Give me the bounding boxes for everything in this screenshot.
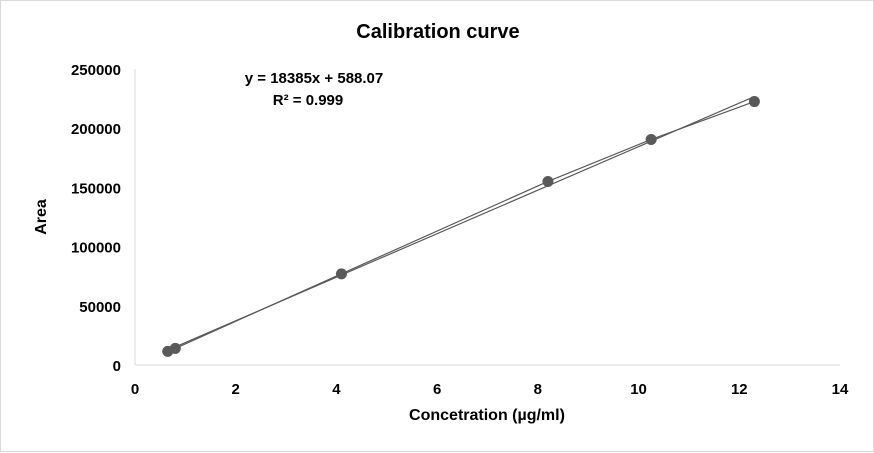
chart-title: Calibration curve (356, 21, 519, 43)
y-tick-label: 100000 (71, 240, 121, 257)
y-tick-label: 50000 (79, 299, 121, 316)
y-tick-label: 0 (113, 358, 121, 375)
x-tick-label: 6 (433, 381, 441, 398)
x-tick-label: 10 (630, 381, 647, 398)
data-point (169, 342, 181, 354)
y-tick-label: 250000 (71, 62, 121, 79)
trendline (167, 96, 755, 351)
axes (134, 69, 840, 366)
x-tick-label: 8 (534, 381, 542, 398)
tick-labels: 0 2 4 6 8 10 12 14 0 50000 100000 150000 200000 25000… (71, 62, 849, 398)
equation-label: y = 18385x + 588.07 (245, 70, 383, 87)
data-points (162, 96, 760, 357)
data-point (748, 96, 760, 108)
data-point (335, 268, 347, 280)
data-point (645, 133, 657, 145)
x-tick-label: 0 (131, 381, 139, 398)
series-lines (167, 96, 755, 352)
y-tick-label: 200000 (71, 121, 121, 138)
x-tick-label: 4 (332, 381, 341, 398)
y-tick-label: 150000 (71, 180, 121, 197)
x-axis-label: Concetration (µg/ml) (409, 407, 565, 424)
r-squared-label: R² = 0.999 (273, 92, 343, 109)
x-tick-label: 14 (832, 381, 849, 398)
x-tick-label: 2 (232, 381, 240, 398)
series-line (167, 100, 755, 352)
x-tick-label: 12 (731, 381, 748, 398)
y-axis-label: Area (33, 199, 50, 235)
data-point (542, 175, 554, 187)
